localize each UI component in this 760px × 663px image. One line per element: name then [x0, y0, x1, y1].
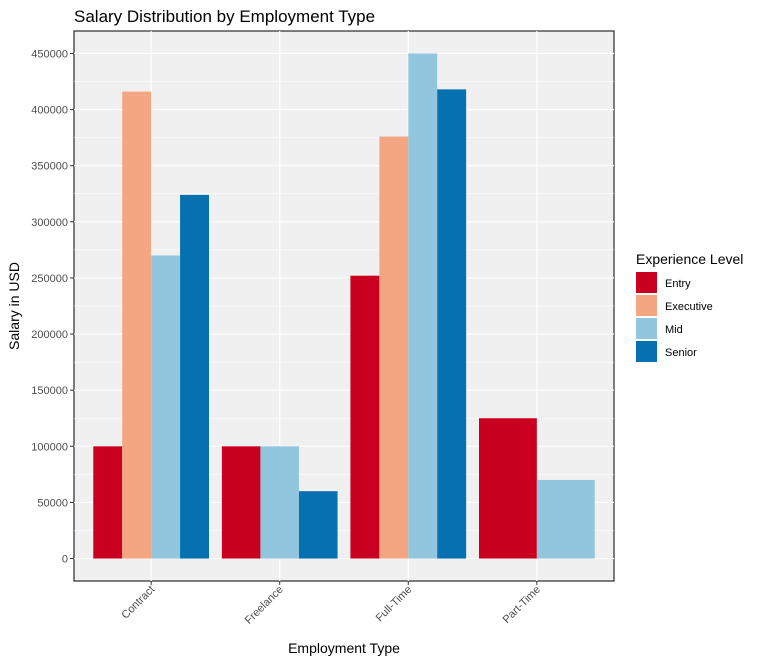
legend-label-entry: Entry [665, 278, 691, 290]
bar-contract-mid [151, 255, 181, 559]
legend-title: Experience Level [636, 251, 743, 267]
legend-key-senior [636, 341, 657, 362]
legend-key-executive [636, 295, 657, 316]
legend-label-mid: Mid [665, 324, 683, 336]
bar-contract-executive [122, 91, 152, 559]
bar-full-time-executive [379, 136, 409, 559]
x-axis-ticks: Contract Freelance Full-Time Part-Time [119, 581, 543, 627]
bar-contract-senior [180, 194, 209, 559]
bar-full-time-senior [437, 89, 467, 559]
bar-full-time-mid [408, 53, 438, 559]
legend-label-executive: Executive [665, 301, 713, 313]
y-tick-label: 100000 [31, 441, 68, 453]
y-tick-label: 50000 [37, 497, 68, 509]
y-tick-label: 450000 [31, 48, 68, 60]
y-tick-label: 150000 [31, 385, 68, 397]
y-axis-ticks: 0 50000 100000 150000 200000 250000 300000 3500… [31, 48, 74, 566]
y-tick-label: 400000 [31, 105, 68, 117]
bar-full-time-entry [350, 275, 380, 559]
legend: Experience Level Entry Executive Mid Senior [636, 251, 743, 362]
x-tick-label: Full-Time [374, 584, 415, 625]
bar-freelance-senior [299, 491, 338, 559]
bar-part-time-entry [479, 418, 537, 559]
x-axis-title: Employment Type [288, 640, 400, 656]
y-tick-label: 0 [62, 554, 68, 566]
x-tick-label: Part-Time [501, 584, 543, 626]
bar-part-time-mid [536, 479, 595, 559]
bar-freelance-entry [221, 446, 261, 559]
chart-title: Salary Distribution by Employment Type [74, 7, 375, 26]
y-tick-label: 200000 [31, 329, 68, 341]
y-axis-title: Salary in USD [6, 262, 22, 350]
bar-contract-entry [93, 446, 123, 559]
legend-label-senior: Senior [665, 347, 697, 359]
bar-freelance-mid [260, 446, 299, 559]
y-tick-label: 350000 [31, 161, 68, 173]
legend-key-entry [636, 272, 657, 293]
legend-key-mid [636, 318, 657, 339]
bars [93, 53, 595, 559]
x-tick-label: Contract [119, 584, 157, 622]
y-tick-label: 250000 [31, 273, 68, 285]
x-tick-label: Freelance [243, 584, 286, 627]
y-tick-label: 300000 [31, 217, 68, 229]
